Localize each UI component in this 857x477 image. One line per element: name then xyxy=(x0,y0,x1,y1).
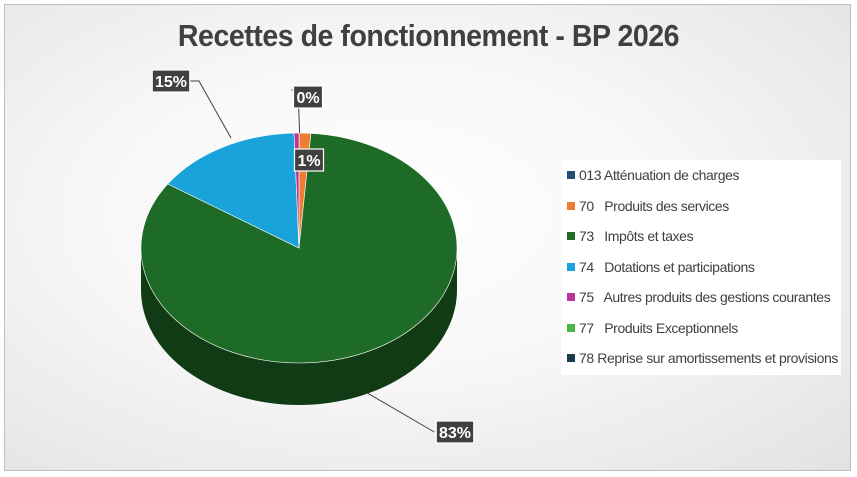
legend-item: 78 Reprise sur amortissements et provisi… xyxy=(567,348,838,368)
legend-item: 013 Atténuation de charges xyxy=(567,165,739,185)
legend-swatch xyxy=(567,262,575,271)
data-label-text: 0% xyxy=(296,90,319,107)
legend-swatch xyxy=(567,201,575,210)
leader-line xyxy=(367,392,435,433)
data-label-text: 83% xyxy=(439,425,471,442)
pie-slice-3 xyxy=(167,132,300,249)
legend-swatch xyxy=(567,171,575,179)
data-label: 83% xyxy=(435,420,475,444)
legend-swatch xyxy=(567,232,575,240)
chart-legend: 013 Atténuation de charges 70 Produits de… xyxy=(561,160,841,375)
leader-line xyxy=(189,80,232,139)
data-label: 0% xyxy=(292,85,324,109)
legend-label: 74 Dotations et participations xyxy=(579,258,755,275)
legend-label: 013 Atténuation de charges xyxy=(579,167,740,183)
data-label-text: 1% xyxy=(297,153,320,170)
legend-label: 78 Reprise sur amortissements et provisi… xyxy=(579,350,839,366)
legend-label: 77 Produits Exceptionnels xyxy=(579,319,738,336)
chart-title: Recettes de fonctionnement - BP 2026 xyxy=(177,18,680,53)
legend-item: 77 Produits Exceptionnels xyxy=(567,318,738,338)
data-label: 1% xyxy=(293,148,325,172)
legend-label: 75 Autres produits des gestions courante… xyxy=(579,289,831,305)
data-label: 15% xyxy=(151,69,191,93)
pie-slice-side-2 xyxy=(141,248,457,405)
legend-swatch xyxy=(567,323,575,332)
legend-swatch xyxy=(567,354,575,362)
legend-item: 74 Dotations et participations xyxy=(567,257,755,277)
legend-item: 70 Produits des services xyxy=(567,196,729,216)
legend-item: 73 Impôts et taxes xyxy=(567,226,694,246)
data-label-text: 15% xyxy=(155,74,187,91)
legend-swatch xyxy=(567,293,575,301)
legend-label: 70 Produits des services xyxy=(579,197,729,214)
legend-item: 75 Autres produits des gestions courante… xyxy=(567,287,831,307)
legend-label: 73 Impôts et taxes xyxy=(579,228,694,244)
